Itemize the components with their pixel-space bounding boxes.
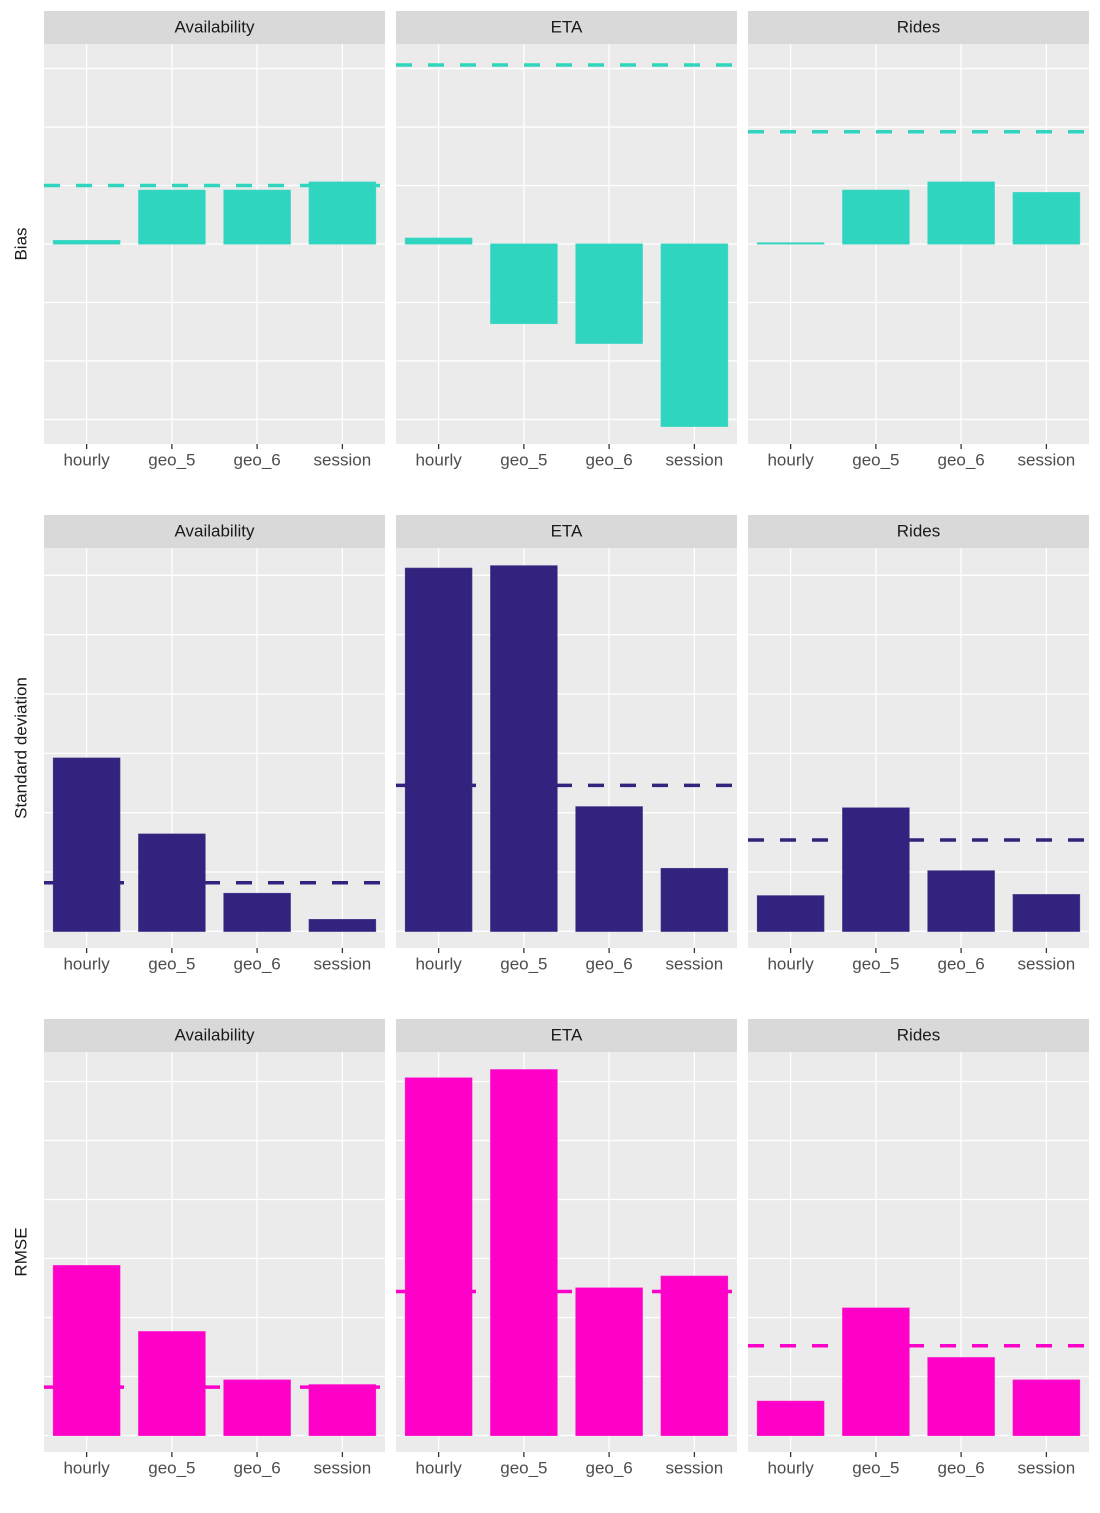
facet-title: Availability — [174, 521, 255, 540]
facet-title: Rides — [897, 1025, 940, 1044]
x-tick-label: geo_6 — [937, 450, 984, 469]
facet-strip — [748, 515, 1089, 548]
y-axis-label: Bias — [11, 227, 30, 260]
bar — [842, 189, 910, 245]
x-tick-label: geo_6 — [937, 954, 984, 973]
y-axis-label: Standard deviation — [11, 677, 30, 819]
bar — [138, 1331, 206, 1436]
x-tick-label: hourly — [415, 954, 462, 973]
x-tick-label: geo_6 — [585, 1458, 632, 1477]
facet-title: ETA — [551, 1025, 583, 1044]
bar — [490, 1069, 558, 1436]
facet-title: Availability — [174, 17, 255, 36]
x-tick-label: geo_5 — [852, 954, 899, 973]
x-tick-label: session — [314, 954, 372, 973]
facet-strip — [396, 1019, 737, 1052]
bar — [138, 189, 206, 245]
x-tick-label: geo_6 — [233, 1458, 280, 1477]
bar — [575, 1287, 643, 1436]
x-tick-label: session — [1018, 1458, 1076, 1477]
x-tick-label: geo_5 — [500, 1458, 547, 1477]
facet-title: Rides — [897, 17, 940, 36]
bar — [404, 567, 473, 932]
x-tick-label: session — [666, 1458, 724, 1477]
bar — [575, 806, 643, 932]
x-tick-label: session — [314, 450, 372, 469]
x-tick-label: geo_6 — [585, 450, 632, 469]
facet-strip — [44, 11, 385, 44]
x-tick-label: session — [666, 954, 724, 973]
x-tick-label: geo_6 — [937, 1458, 984, 1477]
bar — [660, 1275, 729, 1436]
x-tick-label: geo_5 — [148, 954, 195, 973]
facet-title: Availability — [174, 1025, 255, 1044]
x-tick-label: hourly — [63, 1458, 110, 1477]
x-tick-label: hourly — [63, 954, 110, 973]
facet-title: Rides — [897, 521, 940, 540]
bar — [756, 1400, 825, 1436]
x-tick-label: geo_5 — [852, 450, 899, 469]
x-tick-label: geo_5 — [148, 450, 195, 469]
bar — [1012, 192, 1081, 245]
bar — [927, 1357, 995, 1436]
bar — [138, 833, 206, 932]
x-tick-label: session — [1018, 954, 1076, 973]
x-tick-label: geo_6 — [585, 954, 632, 973]
bar — [404, 237, 473, 245]
x-tick-label: hourly — [767, 450, 814, 469]
x-tick-label: geo_5 — [500, 450, 547, 469]
bar — [223, 189, 291, 245]
bar — [756, 242, 825, 245]
bar — [490, 243, 558, 325]
x-tick-label: geo_6 — [233, 954, 280, 973]
bar — [52, 1265, 121, 1436]
facet-strip — [44, 515, 385, 548]
bar — [404, 1077, 473, 1436]
bar — [842, 1307, 910, 1436]
bar — [223, 892, 291, 932]
bar — [223, 1379, 291, 1436]
x-tick-label: session — [1018, 450, 1076, 469]
bar — [490, 565, 558, 932]
x-tick-label: geo_6 — [233, 450, 280, 469]
bar — [575, 243, 643, 344]
bar — [308, 181, 377, 245]
x-tick-label: hourly — [767, 1458, 814, 1477]
facet-strip — [44, 1019, 385, 1052]
x-tick-label: geo_5 — [148, 1458, 195, 1477]
facet-strip — [396, 515, 737, 548]
bar — [1012, 1379, 1081, 1436]
bar — [660, 243, 729, 427]
x-tick-label: hourly — [63, 450, 110, 469]
bar — [52, 757, 121, 932]
x-tick-label: hourly — [767, 954, 814, 973]
x-tick-label: hourly — [415, 1458, 462, 1477]
x-tick-label: geo_5 — [500, 954, 547, 973]
facet-title: ETA — [551, 17, 583, 36]
facet-strip — [748, 1019, 1089, 1052]
bar — [842, 807, 910, 932]
facet-strip — [748, 11, 1089, 44]
bar — [927, 870, 995, 932]
facet-title: ETA — [551, 521, 583, 540]
bar — [308, 919, 377, 932]
bar — [52, 239, 121, 245]
x-tick-label: geo_5 — [852, 1458, 899, 1477]
facet-strip — [396, 11, 737, 44]
panel-background — [748, 548, 1089, 948]
bar — [308, 1384, 377, 1436]
bar — [756, 895, 825, 932]
bar — [927, 181, 995, 245]
bar — [660, 867, 729, 932]
bar — [1012, 894, 1081, 932]
y-axis-label: RMSE — [11, 1227, 30, 1276]
x-tick-label: session — [314, 1458, 372, 1477]
x-tick-label: session — [666, 450, 724, 469]
x-tick-label: hourly — [415, 450, 462, 469]
